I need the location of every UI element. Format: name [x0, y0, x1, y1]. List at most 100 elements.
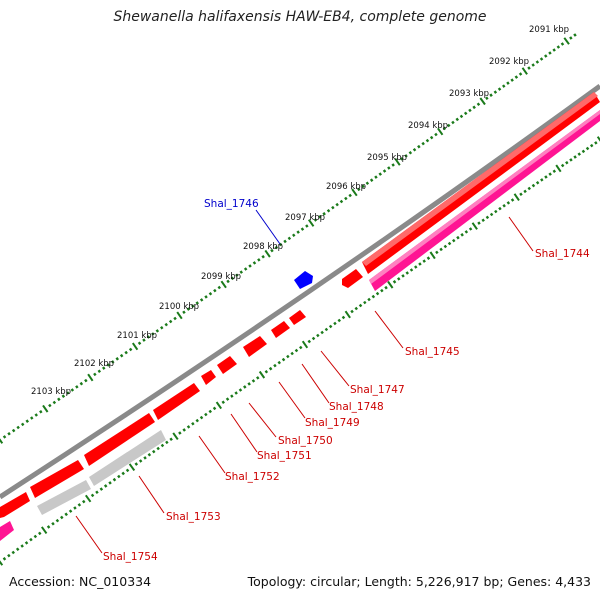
minor-tick	[367, 297, 371, 302]
minor-tick	[313, 218, 318, 222]
major-tick	[429, 251, 436, 260]
minor-tick	[48, 403, 52, 408]
minor-tick	[485, 96, 489, 100]
minor-tick	[418, 262, 422, 266]
minor-tick	[519, 192, 523, 196]
minor-tick	[137, 341, 142, 345]
pseudo-gene-1753[interactable]	[89, 430, 166, 486]
gene-label-1745: Shal_1745	[405, 346, 460, 358]
minor-tick	[108, 481, 112, 485]
minor-tick	[99, 487, 104, 491]
minor-tick	[409, 268, 414, 272]
minor-tick	[400, 157, 404, 161]
minor-tick	[307, 339, 311, 344]
minor-tick	[294, 348, 299, 353]
minor-tick	[422, 259, 426, 263]
major-tick	[0, 438, 4, 444]
gene-block-1754b[interactable]	[0, 492, 30, 518]
major-tick	[479, 97, 486, 106]
minor-tick	[527, 66, 531, 70]
minor-tick	[191, 304, 195, 308]
scale-label: 2099 kbp	[201, 272, 241, 282]
minor-tick	[66, 391, 70, 395]
scale-label: 2097 kbp	[285, 213, 325, 223]
minor-tick	[112, 477, 117, 482]
gene-block-1747[interactable]	[289, 310, 306, 325]
gene-block-1750[interactable]	[217, 356, 237, 374]
major-tick	[555, 164, 562, 173]
minor-tick	[365, 181, 370, 185]
minor-tick	[191, 422, 195, 426]
minor-tick	[392, 280, 397, 284]
minor-tick	[292, 233, 296, 237]
gene-block-1749[interactable]	[243, 336, 267, 357]
minor-tick	[544, 54, 548, 58]
minor-tick	[70, 388, 75, 392]
pseudo-gene-1754[interactable]	[37, 480, 91, 515]
minor-tick	[296, 230, 300, 234]
minor-tick	[331, 205, 335, 210]
minor-tick	[208, 292, 213, 296]
rna-gene-small[interactable]	[0, 521, 14, 541]
minor-tick	[565, 160, 569, 165]
minor-tick	[252, 261, 257, 265]
minor-tick	[152, 449, 156, 454]
minor-tick	[68, 509, 73, 513]
minor-tick	[2, 435, 7, 439]
minor-tick	[11, 550, 15, 555]
minor-tick	[442, 126, 447, 131]
gene-label-1750: Shal_1750	[278, 435, 333, 447]
gene-block-1752[interactable]	[153, 383, 200, 420]
major-tick	[387, 280, 394, 289]
gene-block-1751[interactable]	[201, 370, 216, 385]
minor-tick	[382, 169, 387, 173]
minor-tick	[274, 245, 279, 250]
minor-tick	[401, 274, 405, 278]
minor-tick	[498, 206, 502, 211]
gene-block-1754a[interactable]	[30, 460, 84, 498]
minor-tick	[489, 212, 494, 217]
minor-tick	[510, 198, 515, 202]
gene-block-1746[interactable]	[294, 271, 313, 289]
minor-tick	[451, 120, 455, 125]
major-tick	[264, 249, 271, 258]
minor-tick	[287, 236, 292, 241]
minor-tick	[213, 288, 217, 293]
minor-tick	[212, 406, 217, 411]
minor-tick	[311, 336, 316, 341]
minor-tick	[143, 456, 147, 460]
minor-tick	[277, 360, 281, 365]
minor-tick	[540, 178, 544, 182]
minor-tick	[485, 215, 490, 220]
minor-tick	[384, 285, 388, 290]
minor-tick	[261, 255, 265, 259]
minor-tick	[11, 428, 16, 433]
minor-tick	[387, 166, 391, 170]
gene-block-1753a[interactable]	[84, 413, 155, 466]
gene-block-1745[interactable]	[342, 269, 363, 288]
gene-block-1748[interactable]	[271, 321, 290, 338]
minor-tick	[316, 333, 320, 338]
minor-tick	[230, 394, 234, 398]
minor-tick	[77, 503, 82, 507]
gene-label-1751: Shal_1751	[257, 450, 312, 462]
gene-labels[interactable]: Shal_1744 Shal_1745 Shal_1746 Shal_1747 …	[103, 198, 590, 563]
minor-tick	[468, 227, 473, 231]
gene-label-1752: Shal_1752	[225, 471, 280, 483]
minor-tick	[52, 400, 57, 405]
minor-tick	[61, 394, 66, 398]
minor-tick	[30, 416, 34, 420]
scale-label: 2093 kbp	[449, 89, 489, 99]
minor-tick	[569, 158, 573, 162]
minor-tick	[225, 397, 230, 401]
minor-tick	[195, 418, 199, 423]
minor-tick	[417, 144, 421, 149]
label-connectors	[75, 209, 534, 554]
minor-tick	[75, 385, 79, 389]
minor-tick	[173, 316, 177, 321]
minor-tick	[95, 490, 99, 494]
gene-label-1754: Shal_1754	[103, 551, 158, 563]
minor-tick	[38, 531, 42, 536]
major-tick	[42, 404, 49, 413]
